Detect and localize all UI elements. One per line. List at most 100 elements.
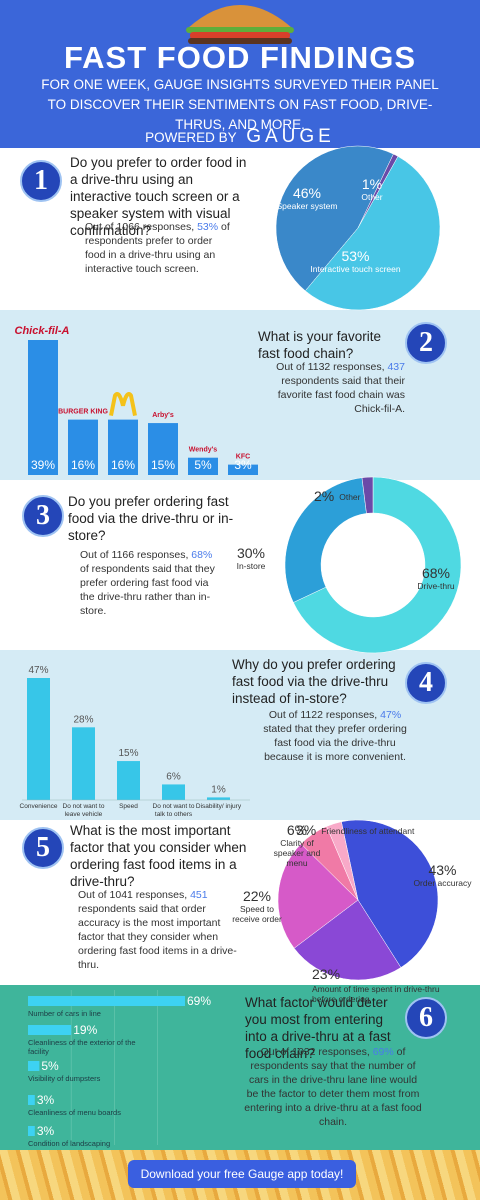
slice-name: Friendliness of attendant — [321, 825, 415, 836]
summary-end: stated that they prefer ordering fast fo… — [263, 723, 407, 763]
summary: Out of 1132 responses, 437 respondents s… — [272, 360, 405, 416]
category-label: Disability/ injury — [195, 803, 242, 810]
bar — [148, 423, 178, 475]
brand-logo: Arby's — [152, 412, 174, 419]
slice-label: 68% Drive-thru — [410, 565, 462, 591]
summary-highlight: 68% — [191, 549, 213, 561]
logo-mark — [109, 391, 137, 417]
summary-highlight: 69% — [372, 1046, 394, 1058]
question: Why do you prefer ordering fast food via… — [232, 657, 396, 706]
slice — [304, 156, 441, 311]
slice-name: Amount of time spent in drive-thru befor… — [312, 984, 440, 1004]
slice-name: Other — [361, 192, 383, 202]
download-button[interactable]: Download your free Gauge app today! — [128, 1160, 356, 1188]
category-label: Convenience — [19, 803, 58, 810]
summary: Out of 1166 responses, 68% of respondent… — [80, 548, 215, 618]
question: Do you prefer ordering fast food via the… — [68, 494, 234, 543]
question: What factor would deter you most from en… — [245, 995, 391, 1061]
slice-name: Speaker system — [276, 201, 338, 211]
slice-label: 22% Speed to receive order — [226, 888, 288, 924]
slice-label: 53% Interactive touch screen — [308, 248, 403, 274]
section-number: 5 — [22, 827, 64, 869]
slice-name: Speed to receive order — [232, 904, 282, 924]
summary: Out of 1041 responses, 451 respondents s… — [78, 888, 243, 972]
slice-value: 53% — [341, 248, 370, 264]
category-label: Speed — [119, 803, 138, 810]
slice-label: 43% Order accuracy — [405, 862, 480, 888]
slice-value: 22% — [242, 888, 272, 904]
summary-highlight: 451 — [190, 889, 208, 901]
bar-value: 16% — [111, 458, 135, 472]
slice-value: 46% — [292, 185, 322, 201]
bar — [28, 340, 58, 475]
slice-name: Other — [339, 491, 361, 502]
summary-start: Out of 1122 responses, — [268, 709, 378, 721]
summary-end: respondents said that their favorite fas… — [277, 375, 405, 415]
brand-logo: Wendy's — [189, 447, 217, 454]
bar — [108, 419, 138, 475]
slice-label: 46% Speaker system — [272, 185, 342, 211]
bar-value: 39% — [31, 458, 55, 472]
summary-end: of respondents say that the number of ca… — [244, 1046, 422, 1128]
bar — [72, 727, 95, 800]
section-number: 2 — [405, 322, 447, 364]
question: Do you prefer to order food in a drive-t… — [70, 155, 247, 238]
category-label: Visibility of dumpsters — [28, 1074, 101, 1083]
section-number: 4 — [405, 662, 447, 704]
bar-value: 28% — [73, 714, 93, 725]
bar — [28, 1061, 40, 1071]
summary-highlight: 437 — [387, 361, 405, 373]
summary-highlight: 47% — [380, 709, 402, 721]
bar-value: 5% — [41, 1059, 59, 1073]
brand-logo: BURGER KING — [58, 409, 108, 416]
title: FAST FOOD FINDINGS — [63, 40, 417, 75]
powered-label: POWERED BY — [145, 130, 237, 145]
brand-logo: KFC — [236, 454, 250, 461]
bar — [27, 678, 50, 800]
bar-value: 47% — [28, 665, 48, 676]
slice-name: Clarity of speaker and menu — [273, 838, 321, 868]
category-label: Condition of landscaping — [28, 1139, 111, 1148]
bar — [117, 761, 140, 800]
slice-value: 3% — [296, 822, 317, 838]
slice-value: 23% — [312, 966, 341, 982]
question: What is the most important factor that y… — [70, 823, 247, 889]
slice — [275, 145, 394, 292]
bar — [28, 1095, 35, 1105]
slice — [326, 821, 359, 901]
slice-value: 68% — [421, 565, 451, 581]
slice-label: 30% In-store — [222, 545, 280, 571]
slice-label: 1% Other — [352, 176, 392, 202]
subtitle: FOR ONE WEEK, GAUGE INSIGHTS SURVEYED TH… — [41, 77, 439, 132]
powered-by: POWERED BY GAUGE — [0, 126, 480, 148]
bar — [207, 797, 230, 800]
bar-value: 19% — [73, 1023, 97, 1037]
summary-end: respondents said that order accuracy is … — [78, 903, 237, 971]
brand: GAUGE — [246, 126, 335, 147]
slice-name: Drive-thru — [417, 581, 455, 591]
section-bg — [0, 985, 480, 1150]
slice-label: 6% Clarity of speaker and menu — [273, 822, 321, 868]
bar-value: 15% — [118, 748, 138, 759]
bar-value: 1% — [211, 784, 226, 795]
section-number: 6 — [405, 997, 447, 1039]
bar-value: 3% — [37, 1124, 55, 1138]
slice — [293, 476, 462, 654]
summary-start: Out of 1132 responses, — [276, 361, 385, 373]
section-number: 3 — [22, 495, 64, 537]
burger-icon — [186, 5, 294, 44]
category-label: Number of cars in line — [28, 1009, 101, 1018]
slice-value: 2% — [314, 488, 335, 504]
bar-value: 3% — [234, 458, 252, 472]
bar — [68, 419, 98, 475]
slice — [341, 819, 439, 968]
slice-name: Interactive touch screen — [310, 264, 401, 274]
summary-start: Out of 1032 responses, — [260, 1046, 370, 1058]
slice — [361, 476, 374, 514]
slice-label: 23% Amount of time spent in drive-thru be… — [312, 966, 480, 1004]
bar-value: 3% — [37, 1093, 55, 1107]
slice-label: 2% Other — [314, 488, 374, 506]
brand-logo: Chick-fil-A — [15, 325, 70, 337]
